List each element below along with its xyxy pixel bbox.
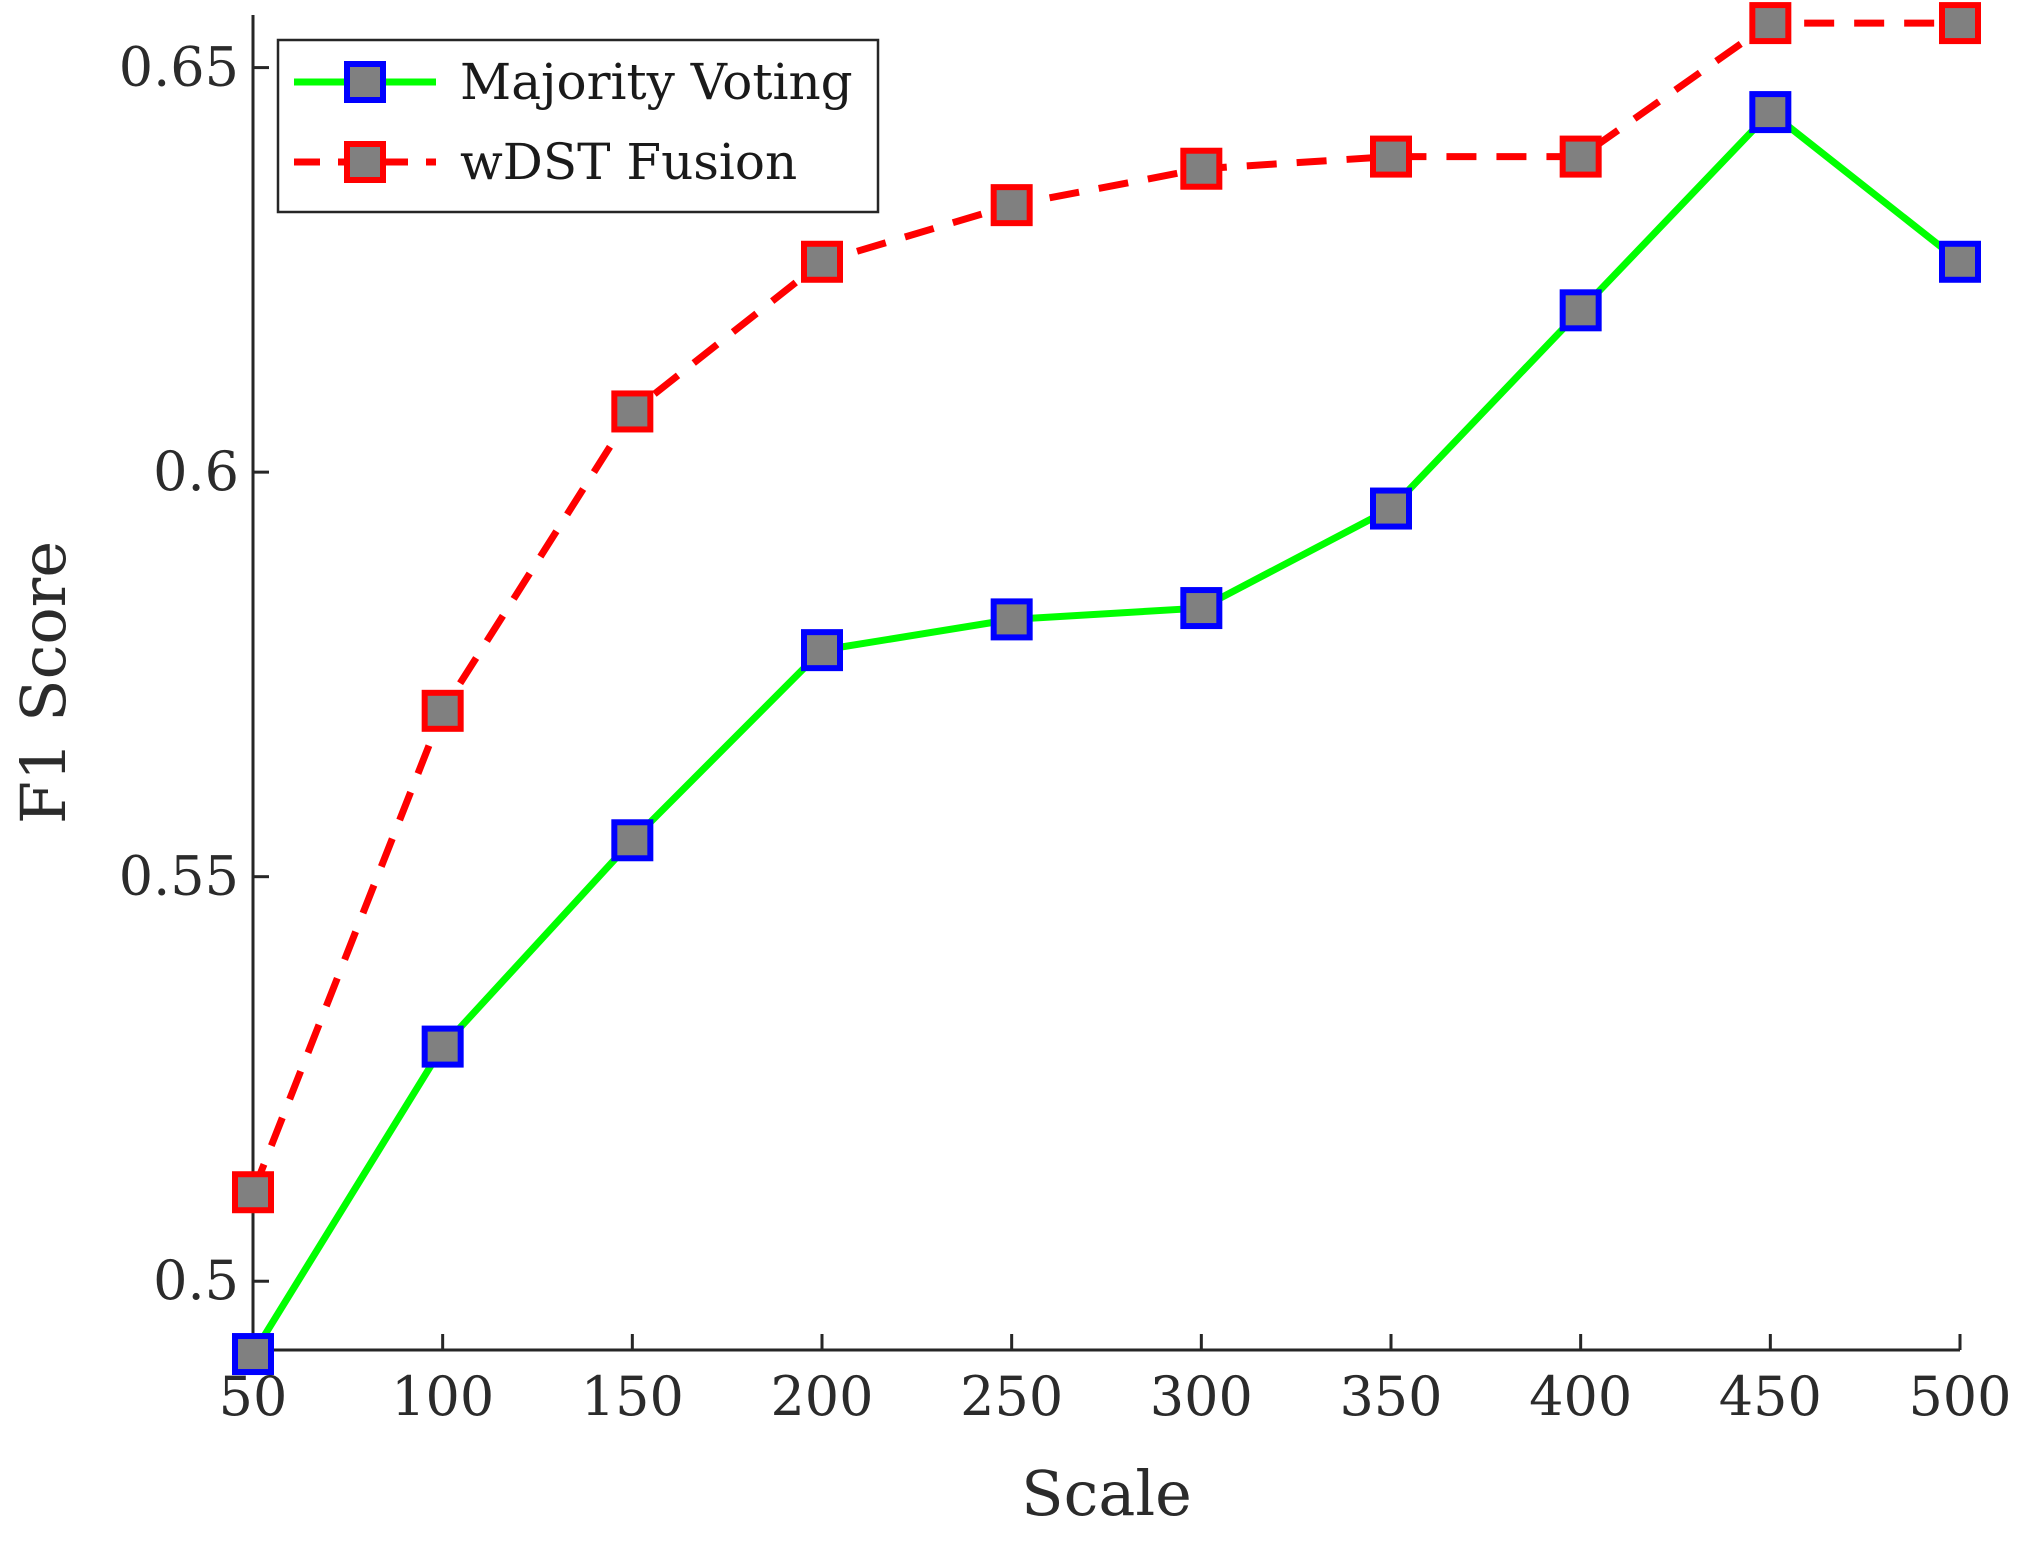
data-point-wdst-fusion	[1370, 135, 1412, 178]
y-tick-label: 0.55	[119, 845, 239, 908]
legend-marker-wdst-fusion	[344, 141, 386, 183]
data-point-majority-voting	[1749, 91, 1792, 134]
legend-entry-majority-voting: Majority Voting	[294, 53, 853, 111]
y-tick-label: 0.6	[153, 440, 239, 503]
data-point-wdst-fusion	[611, 390, 654, 433]
x-axis-ticks: 50 100 150 200 250 300 350 400 450 500	[219, 1334, 2012, 1428]
x-tick-label: 250	[960, 1365, 1063, 1428]
data-point-majority-voting	[801, 629, 843, 672]
x-tick-label: 400	[1529, 1365, 1632, 1428]
data-point-wdst-fusion	[990, 184, 1033, 227]
x-tick-label: 150	[581, 1365, 684, 1428]
x-tick-label: 500	[1908, 1365, 2011, 1428]
legend-label-wdst-fusion: wDST Fusion	[460, 133, 797, 191]
data-point-majority-voting	[421, 1025, 464, 1068]
plot-area	[251, 15, 1960, 1352]
data-point-wdst-fusion	[1939, 2, 1981, 45]
series-line-wdst-fusion	[249, 19, 1960, 1194]
x-tick-label: 300	[1150, 1365, 1253, 1428]
data-point-majority-voting	[232, 1333, 274, 1376]
series-line-majority-voting	[250, 108, 1963, 1356]
legend: Majority Voting wDST Fusion	[276, 38, 880, 214]
legend-entry-wdst-fusion: wDST Fusion	[294, 133, 797, 191]
data-point-wdst-fusion	[1180, 147, 1223, 190]
data-point-wdst-fusion	[1559, 135, 1602, 178]
legend-marker-majority-voting	[344, 61, 386, 103]
data-point-majority-voting	[1559, 289, 1602, 332]
legend-label-majority-voting: Majority Voting	[460, 53, 853, 111]
x-tick-label: 100	[391, 1365, 494, 1428]
series-majority-voting	[232, 91, 1981, 1376]
y-tick-label: 0.5	[153, 1249, 239, 1312]
data-point-wdst-fusion	[801, 240, 843, 283]
x-axis-title: Scale	[1021, 1457, 1192, 1530]
data-point-majority-voting	[1939, 240, 1981, 283]
x-tick-label: 450	[1719, 1365, 1822, 1428]
series-wdst-fusion	[232, 2, 1981, 1214]
data-point-majority-voting	[1180, 587, 1223, 630]
data-point-majority-voting	[611, 819, 654, 862]
y-tick-label: 0.65	[119, 36, 239, 99]
data-point-majority-voting	[990, 598, 1033, 641]
y-axis-ticks: 0.5 0.55 0.6 0.65	[119, 36, 269, 1312]
x-tick-label: 350	[1339, 1365, 1442, 1428]
data-point-majority-voting	[1370, 487, 1412, 530]
data-point-wdst-fusion	[232, 1171, 274, 1214]
data-point-wdst-fusion	[1749, 2, 1792, 45]
x-tick-label: 200	[770, 1365, 873, 1428]
x-tick-label: 50	[219, 1365, 288, 1428]
series-layer	[232, 2, 1981, 1376]
y-axis-title: F1 Score	[7, 541, 80, 824]
data-point-wdst-fusion	[421, 689, 464, 732]
